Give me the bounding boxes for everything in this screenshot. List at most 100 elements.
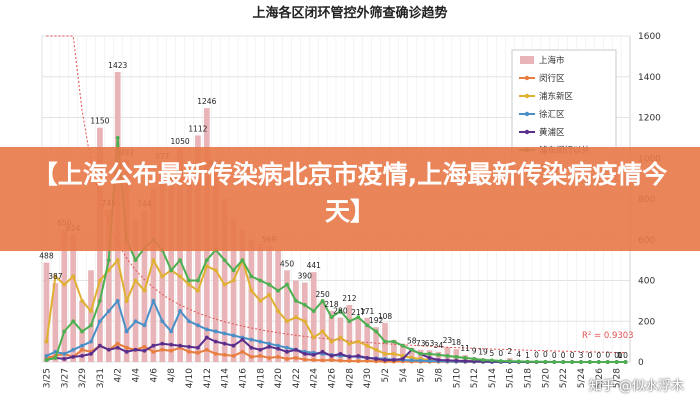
chart-title: 上海各区闭环管控外筛查确诊趋势 — [252, 6, 448, 21]
bar — [150, 188, 157, 362]
data-label: 1 — [525, 351, 530, 360]
data-label: 5 — [490, 349, 495, 358]
data-label: 1 — [618, 351, 623, 360]
headline-text: 【上海公布最新传染病北京市疫情,上海最新传染病疫情今天】 — [32, 160, 668, 226]
series-point — [356, 359, 361, 364]
series-point — [392, 351, 396, 356]
series-point — [196, 288, 200, 293]
series-point — [294, 356, 298, 360]
r-squared-annotation: R² = 0.9303 — [582, 331, 634, 341]
series-point — [427, 351, 432, 356]
series-point — [231, 278, 236, 283]
x-tick-label: 3/25 — [42, 368, 52, 388]
x-tick-label: 4/28 — [345, 368, 355, 388]
bar — [168, 168, 175, 362]
series-point — [160, 341, 165, 346]
series-point — [311, 358, 316, 362]
series-point — [436, 358, 441, 362]
data-label: 34 — [434, 341, 444, 350]
bar — [364, 317, 371, 362]
data-label: 0 — [623, 351, 628, 360]
series-point — [258, 298, 263, 303]
data-label: 1 — [618, 351, 623, 360]
legend-marker — [524, 93, 530, 99]
series-point — [311, 335, 316, 340]
series-point — [490, 358, 494, 363]
series-point — [436, 352, 441, 357]
series-point — [347, 355, 352, 359]
bar — [337, 317, 344, 362]
series-point — [347, 359, 352, 363]
series-point — [213, 329, 218, 334]
series-point — [178, 343, 182, 348]
series-point — [204, 327, 209, 332]
data-label: 218 — [324, 300, 339, 309]
bar — [70, 234, 77, 362]
data-label: 217 — [351, 308, 366, 317]
series-point — [374, 357, 378, 361]
series-point — [356, 315, 361, 320]
series-point — [445, 358, 450, 363]
legend-swatch — [520, 56, 534, 64]
series-point — [320, 298, 325, 303]
series-point — [71, 274, 76, 279]
bar — [61, 229, 68, 362]
x-tick-label: 5/8 — [434, 368, 444, 383]
series-point — [383, 358, 387, 362]
data-label: 1150 — [90, 117, 109, 126]
series-point — [338, 335, 343, 340]
data-label: 19 — [478, 347, 488, 356]
x-tick-label: 5/2 — [381, 368, 391, 382]
series-point — [409, 347, 414, 352]
series-point — [213, 268, 218, 273]
series-point — [142, 348, 147, 353]
headline-banner: 【上海公布最新传染病北京市疫情,上海最新传染病疫情今天】 — [0, 147, 700, 251]
series-point — [302, 357, 307, 362]
series-point — [374, 329, 378, 334]
series-point — [71, 347, 76, 352]
series-point — [365, 323, 370, 328]
bar — [212, 170, 219, 362]
series-point — [178, 274, 182, 279]
series-point — [213, 351, 218, 356]
series-point — [169, 268, 174, 273]
x-tick-label: 5/14 — [488, 368, 498, 388]
x-tick-label: 4/10 — [185, 368, 195, 388]
x-tick-label: 5/24 — [577, 368, 587, 388]
bar — [52, 283, 59, 362]
series-point — [160, 274, 165, 279]
series-point — [151, 343, 156, 348]
legend-marker — [524, 75, 530, 81]
series-point — [365, 359, 370, 363]
x-tick-label: 5/12 — [470, 368, 480, 388]
series-point — [204, 264, 209, 269]
legend-marker — [524, 111, 530, 117]
data-label: 1 — [618, 351, 623, 360]
x-tick-label: 3/29 — [78, 368, 88, 388]
x-tick-label: 4/12 — [203, 368, 213, 388]
series-point — [552, 360, 557, 364]
series-point — [498, 359, 503, 363]
series-point — [187, 282, 191, 287]
x-tick-label: 5/28 — [613, 368, 623, 388]
series-point — [98, 298, 102, 303]
y-tick-label: 1600 — [638, 32, 661, 42]
data-label: 441 — [307, 261, 322, 270]
series-point — [169, 342, 174, 347]
series-point — [62, 282, 67, 287]
bar — [141, 210, 148, 362]
bar — [88, 270, 94, 362]
series-point — [258, 347, 263, 352]
bar — [408, 347, 415, 362]
data-label: 0 — [605, 350, 610, 359]
series-point — [267, 344, 272, 349]
series-point — [454, 355, 459, 359]
series-point — [356, 353, 361, 358]
series-point — [267, 282, 272, 287]
series-point — [302, 351, 307, 356]
series-point — [579, 360, 583, 364]
series-point — [570, 360, 574, 364]
data-label: 18 — [451, 338, 461, 347]
bar — [328, 311, 335, 362]
